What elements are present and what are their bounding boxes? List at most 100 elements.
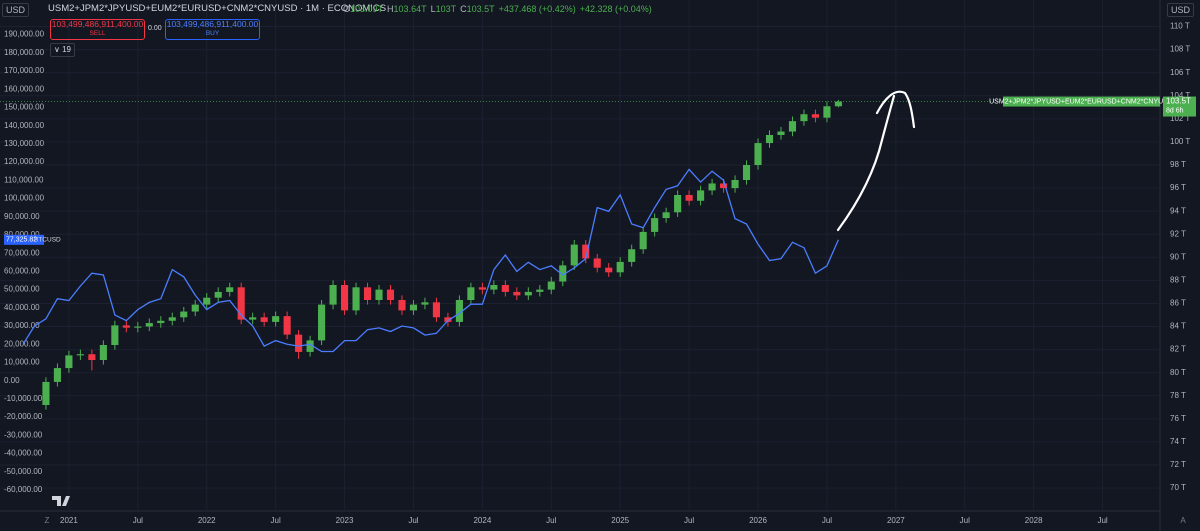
candle-body bbox=[237, 287, 245, 320]
y-tick-label: 60,000.00 bbox=[4, 267, 40, 276]
candle-body bbox=[42, 381, 50, 405]
buy-price: 103,499,486,911,400.00 bbox=[166, 19, 259, 29]
line-series bbox=[22, 168, 839, 353]
y-tick-label: 20,000.00 bbox=[4, 339, 40, 348]
y2-tick-label: 86 T bbox=[1170, 299, 1186, 308]
candle-body bbox=[157, 320, 165, 324]
hand-drawn-arrow bbox=[836, 94, 896, 232]
candle-body bbox=[513, 291, 521, 296]
x-tick-label: Jul bbox=[133, 516, 143, 525]
candle-body bbox=[318, 304, 326, 341]
y2-tick-label: 110 T bbox=[1170, 22, 1190, 31]
candle-body bbox=[754, 143, 762, 165]
candle-body bbox=[536, 289, 544, 292]
candle-body bbox=[76, 354, 84, 356]
candle-body bbox=[651, 218, 659, 232]
y-tick-label: 190,000.00 bbox=[4, 30, 45, 39]
sell-price: 103,499,486,911,400.00 bbox=[51, 19, 144, 29]
y-tick-label: -60,000.00 bbox=[4, 485, 43, 494]
candle-body bbox=[674, 195, 682, 213]
series-name: BTCUSD bbox=[34, 237, 61, 244]
series-name: USM2+JPM2*JPYUSD+EUM2*EURUSD+CNM2*CNYUSD bbox=[989, 98, 1173, 105]
price-tag-label: 77,325.82 bbox=[6, 237, 37, 244]
ohlc-value: 103.09T bbox=[350, 4, 384, 14]
candle-body bbox=[329, 285, 337, 305]
candle-body bbox=[834, 101, 842, 107]
sell-button[interactable]: 103,499,486,911,400.00 SELL bbox=[50, 19, 145, 40]
candle-body bbox=[823, 106, 831, 118]
series-name-tag bbox=[1003, 96, 1160, 107]
x-tick-label: 2027 bbox=[887, 516, 905, 525]
y-tick-label: -50,000.00 bbox=[4, 467, 43, 476]
y-tick-label: 100,000.00 bbox=[4, 194, 45, 203]
x-tick-label: 2024 bbox=[473, 516, 491, 525]
candle-body bbox=[467, 287, 475, 300]
y-tick-label: 180,000.00 bbox=[4, 48, 45, 57]
y2-tick-label: 78 T bbox=[1170, 391, 1186, 400]
candle-body bbox=[455, 300, 463, 322]
candle-body bbox=[777, 131, 785, 135]
y2-tick-label: 72 T bbox=[1170, 460, 1186, 469]
indicator-count: 19 bbox=[62, 45, 71, 54]
ohlc-value: 103T bbox=[435, 4, 457, 14]
ohlc-key: O bbox=[343, 4, 351, 14]
candle-body bbox=[765, 135, 774, 144]
ohlc-legend: O103.09T H103.64T L103T C103.5T +437.468 (+0… bbox=[343, 3, 652, 15]
candle-body bbox=[800, 114, 808, 122]
y2-tick-label: 106 T bbox=[1170, 68, 1190, 77]
x-tick-label: 2023 bbox=[336, 516, 354, 525]
candle-body bbox=[88, 354, 96, 360]
candle-body bbox=[616, 261, 624, 273]
y-tick-label: 130,000.00 bbox=[4, 139, 45, 148]
auto-scale-button: A bbox=[1180, 516, 1186, 525]
y2-tick-label: 88 T bbox=[1170, 275, 1186, 284]
x-tick-label: 2021 bbox=[60, 516, 78, 525]
y2-tick-label: 90 T bbox=[1170, 252, 1186, 261]
candle-body bbox=[375, 289, 383, 300]
candle-body bbox=[99, 345, 107, 360]
hand-drawn-arrow-head bbox=[875, 90, 916, 129]
candle-body bbox=[398, 300, 406, 311]
y-tick-label: 0.00 bbox=[4, 376, 20, 385]
candle-body bbox=[444, 317, 452, 322]
candle-body bbox=[203, 297, 211, 305]
candle-body bbox=[628, 249, 636, 262]
change: +42.328 (+0.04%) bbox=[579, 4, 652, 14]
candle-body bbox=[260, 317, 268, 322]
x-tick-label: Jul bbox=[408, 516, 418, 525]
y-tick-label: 40,000.00 bbox=[4, 303, 40, 312]
currency-button[interactable]: USD bbox=[2, 3, 30, 17]
candle-body bbox=[191, 304, 199, 312]
candle-body bbox=[685, 195, 693, 201]
y-tick-label: 110,000.00 bbox=[4, 175, 44, 184]
candle-body bbox=[720, 183, 728, 189]
candle-body bbox=[283, 316, 291, 335]
price-tag bbox=[1163, 96, 1196, 117]
candle-body bbox=[593, 258, 601, 268]
candle-body bbox=[65, 355, 73, 369]
y2-tick-label: 84 T bbox=[1170, 322, 1186, 331]
price-tag-label: 103.5T bbox=[1166, 97, 1191, 106]
sell-label: SELL bbox=[89, 30, 106, 37]
y2-tick-label: 94 T bbox=[1170, 206, 1186, 215]
candle-body bbox=[742, 165, 751, 180]
y2-tick-label: 104 T bbox=[1170, 91, 1190, 100]
right-axis-panel bbox=[1160, 0, 1200, 531]
y2-tick-label: 76 T bbox=[1170, 414, 1186, 423]
candle-body bbox=[582, 244, 590, 259]
candle-body bbox=[478, 287, 486, 290]
y-tick-label: 90,000.00 bbox=[4, 212, 40, 221]
logo bbox=[52, 496, 70, 506]
currency-button[interactable]: USD bbox=[1167, 3, 1195, 17]
y-tick-label: 70,000.00 bbox=[4, 248, 40, 257]
candle-body bbox=[386, 289, 395, 300]
y2-tick-label: 82 T bbox=[1170, 345, 1186, 354]
y-tick-label: -10,000.00 bbox=[4, 394, 43, 403]
y-tick-label: 140,000.00 bbox=[4, 121, 45, 130]
candle-body bbox=[421, 302, 429, 305]
indicator-toggle[interactable]: ∨ 19 bbox=[50, 43, 75, 57]
candle-body bbox=[639, 231, 647, 250]
candle-body bbox=[249, 317, 257, 320]
buy-button[interactable]: 103,499,486,911,400.00 BUY bbox=[165, 19, 260, 40]
x-tick-label: Jul bbox=[271, 516, 281, 525]
